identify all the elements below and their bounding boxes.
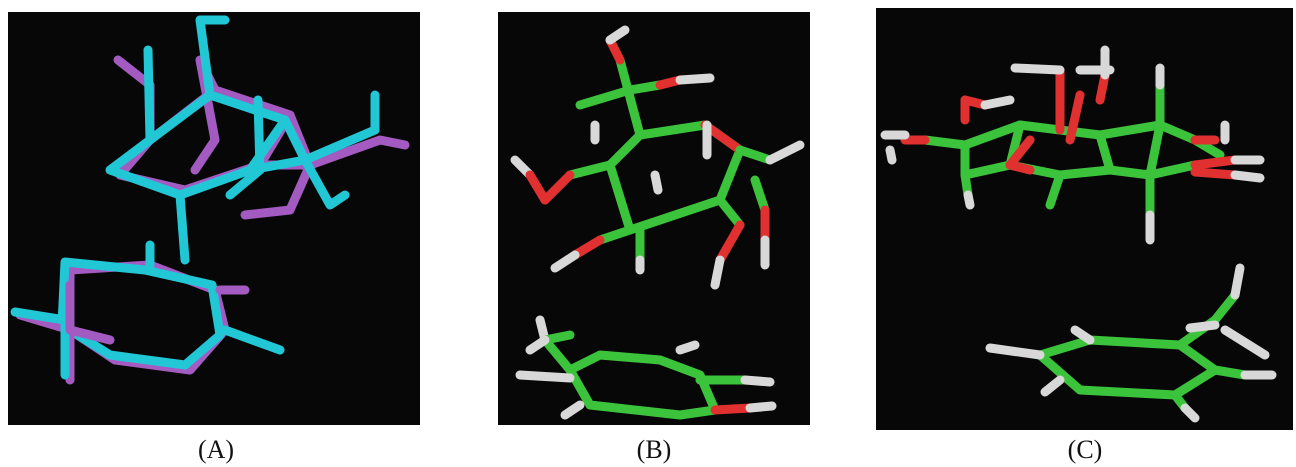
panel-label: (B) bbox=[637, 435, 672, 464]
figure: (A) (B) (C) bbox=[0, 0, 1296, 467]
page: (A) (B) (C) (() => { const data = JSON.p… bbox=[0, 0, 1296, 467]
panel-label: (A) bbox=[198, 435, 234, 464]
panel-label: (C) bbox=[1068, 435, 1103, 464]
